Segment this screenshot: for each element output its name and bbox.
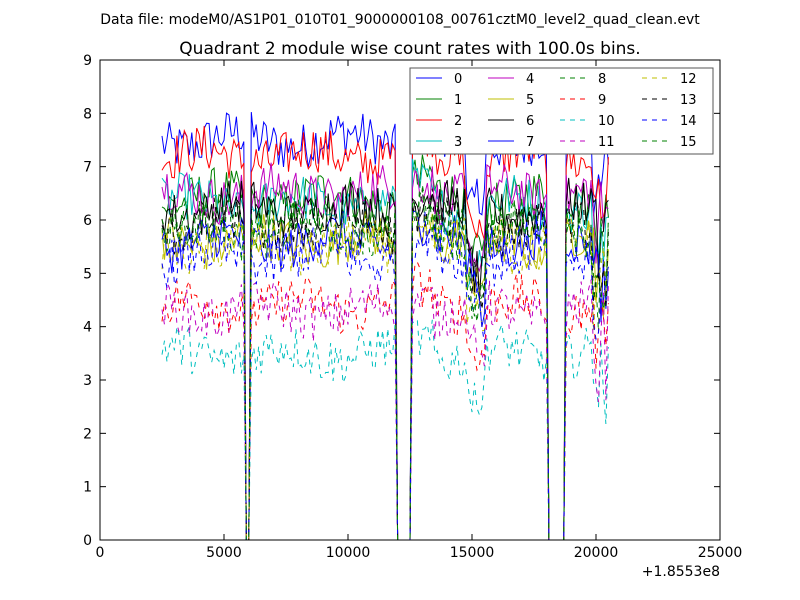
legend-label-8: 8 bbox=[598, 72, 606, 87]
series-line-15 bbox=[161, 187, 609, 540]
legend-label-12: 12 bbox=[680, 72, 697, 87]
x-tick-label: 5000 bbox=[206, 545, 242, 561]
legend-label-6: 6 bbox=[526, 114, 534, 129]
legend-label-7: 7 bbox=[526, 135, 534, 150]
legend-label-14: 14 bbox=[680, 114, 697, 129]
y-tick-label: 5 bbox=[83, 266, 92, 282]
legend-label-15: 15 bbox=[680, 135, 697, 150]
series-layer bbox=[161, 104, 609, 540]
y-tick-label: 2 bbox=[83, 426, 92, 442]
figure-suptitle: Data file: modeM0/AS1P01_010T01_90000001… bbox=[100, 12, 700, 28]
series-line-6 bbox=[161, 177, 609, 540]
y-tick-label: 1 bbox=[83, 480, 92, 496]
series-line-10 bbox=[161, 319, 609, 540]
series-line-11 bbox=[161, 279, 609, 540]
chart-title: Quadrant 2 module wise count rates with … bbox=[179, 39, 640, 59]
legend-box bbox=[409, 67, 714, 155]
series-line-4 bbox=[161, 162, 609, 540]
series-line-5 bbox=[161, 208, 609, 540]
y-tick-label: 9 bbox=[83, 53, 92, 69]
series-line-7 bbox=[161, 209, 609, 540]
legend-label-10: 10 bbox=[598, 114, 615, 129]
legend-label-5: 5 bbox=[526, 93, 534, 108]
legend-label-9: 9 bbox=[598, 93, 606, 108]
x-offset-label: +1.8553e8 bbox=[642, 564, 720, 580]
legend-label-3: 3 bbox=[454, 135, 462, 150]
legend-label-1: 1 bbox=[454, 93, 462, 108]
y-tick-label: 7 bbox=[83, 160, 92, 176]
x-tick-label: 10000 bbox=[326, 545, 371, 561]
legend-label-2: 2 bbox=[454, 114, 462, 129]
plot-frame bbox=[99, 59, 721, 541]
series-line-14 bbox=[161, 211, 609, 540]
x-tick-label: 20000 bbox=[574, 545, 619, 561]
x-axis: 0 5000 10000 15000 20000 25000 bbox=[96, 60, 743, 561]
y-tick-label: 6 bbox=[83, 213, 92, 229]
y-tick-label: 8 bbox=[83, 106, 92, 122]
series-line-0 bbox=[161, 104, 609, 540]
x-tick-label: 25000 bbox=[698, 545, 743, 561]
y-tick-label: 3 bbox=[83, 373, 92, 389]
y-tick-label: 4 bbox=[83, 320, 92, 336]
series-line-2 bbox=[161, 116, 609, 540]
y-tick-label: 0 bbox=[83, 533, 92, 549]
x-tick-label: 15000 bbox=[450, 545, 495, 561]
series-line-12 bbox=[161, 212, 609, 540]
x-tick-label: 0 bbox=[96, 545, 105, 561]
legend-label-11: 11 bbox=[598, 135, 615, 150]
legend-label-13: 13 bbox=[680, 93, 697, 108]
series-line-8 bbox=[161, 180, 609, 540]
legend-label-0: 0 bbox=[454, 72, 462, 87]
legend-label-4: 4 bbox=[526, 72, 534, 87]
